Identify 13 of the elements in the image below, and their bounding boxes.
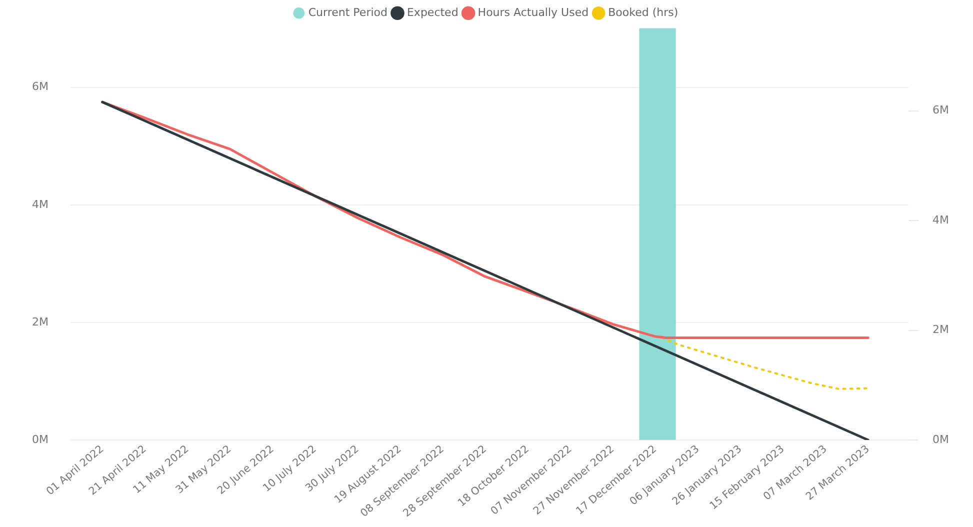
y2-tick-label: 6M — [932, 104, 950, 117]
y-tick-label: 4M — [32, 198, 48, 211]
y-tick-label: 2M — [32, 315, 48, 328]
line-series — [660, 336, 870, 390]
legend-label: Expected — [406, 6, 458, 19]
y2-tick-label: 4M — [932, 213, 950, 226]
y-tick-label: 6M — [32, 80, 48, 94]
y-tick-label: 0M — [32, 432, 48, 446]
y2-tick-label: 2M — [932, 323, 950, 336]
legend-label: Hours Actually Used — [478, 6, 589, 19]
legend-label: Booked (hrs) — [608, 6, 678, 19]
legend-label: Current Period — [308, 6, 388, 19]
y2-tick-label: 0M — [932, 432, 950, 446]
